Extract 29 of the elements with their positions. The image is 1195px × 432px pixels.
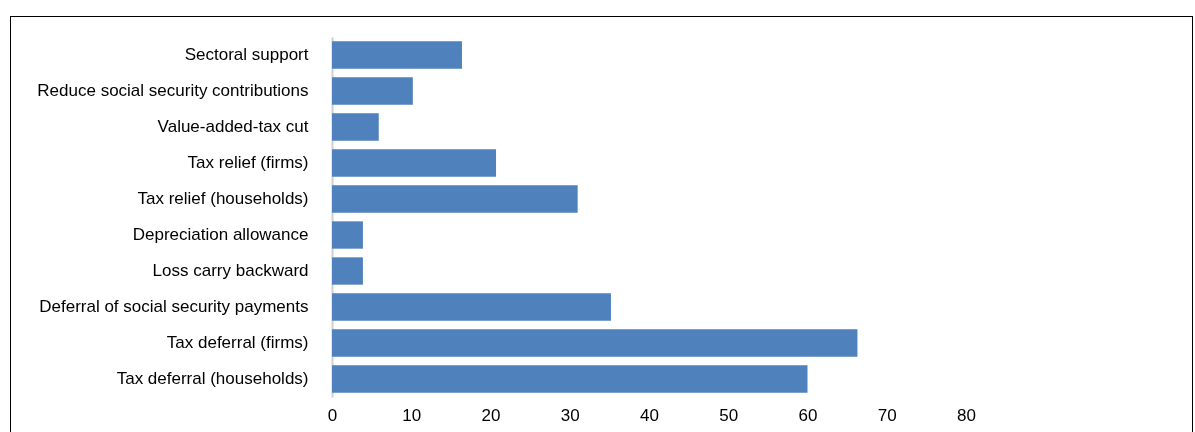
x-tick-label: 60 xyxy=(798,405,818,425)
y-tick-label: Tax relief (households) xyxy=(137,189,309,208)
bar xyxy=(332,41,462,69)
y-tick-label: Reduce social security contributions xyxy=(37,81,309,100)
y-tick-label: Tax deferral (firms) xyxy=(166,333,309,352)
x-tick-label: 40 xyxy=(640,405,659,425)
y-tick-label: Depreciation allowance xyxy=(132,225,309,244)
x-tick-label: 70 xyxy=(877,405,897,425)
bar xyxy=(332,113,379,141)
x-tick-label: 80 xyxy=(957,405,976,425)
bar xyxy=(332,293,611,321)
y-tick-label: Sectoral support xyxy=(184,45,309,64)
y-tick-label: Tax relief (firms) xyxy=(187,153,309,172)
x-tick-label: 50 xyxy=(719,405,739,425)
y-tick-label: Value-added-tax cut xyxy=(157,117,309,136)
x-tick-label: 20 xyxy=(481,405,501,425)
x-tick-label: 30 xyxy=(560,405,580,425)
y-tick-label: Loss carry backward xyxy=(152,261,309,280)
y-tick-label: Tax deferral (households) xyxy=(116,369,309,388)
bar xyxy=(332,77,413,105)
bar xyxy=(332,221,363,249)
bar xyxy=(332,149,497,177)
bar xyxy=(332,257,363,285)
y-tick-label: Deferral of social security payments xyxy=(39,297,309,316)
bar xyxy=(332,329,858,357)
bar xyxy=(332,185,578,213)
x-tick-label: 10 xyxy=(402,405,422,425)
bar xyxy=(332,365,808,393)
x-tick-label: 0 xyxy=(327,405,338,425)
